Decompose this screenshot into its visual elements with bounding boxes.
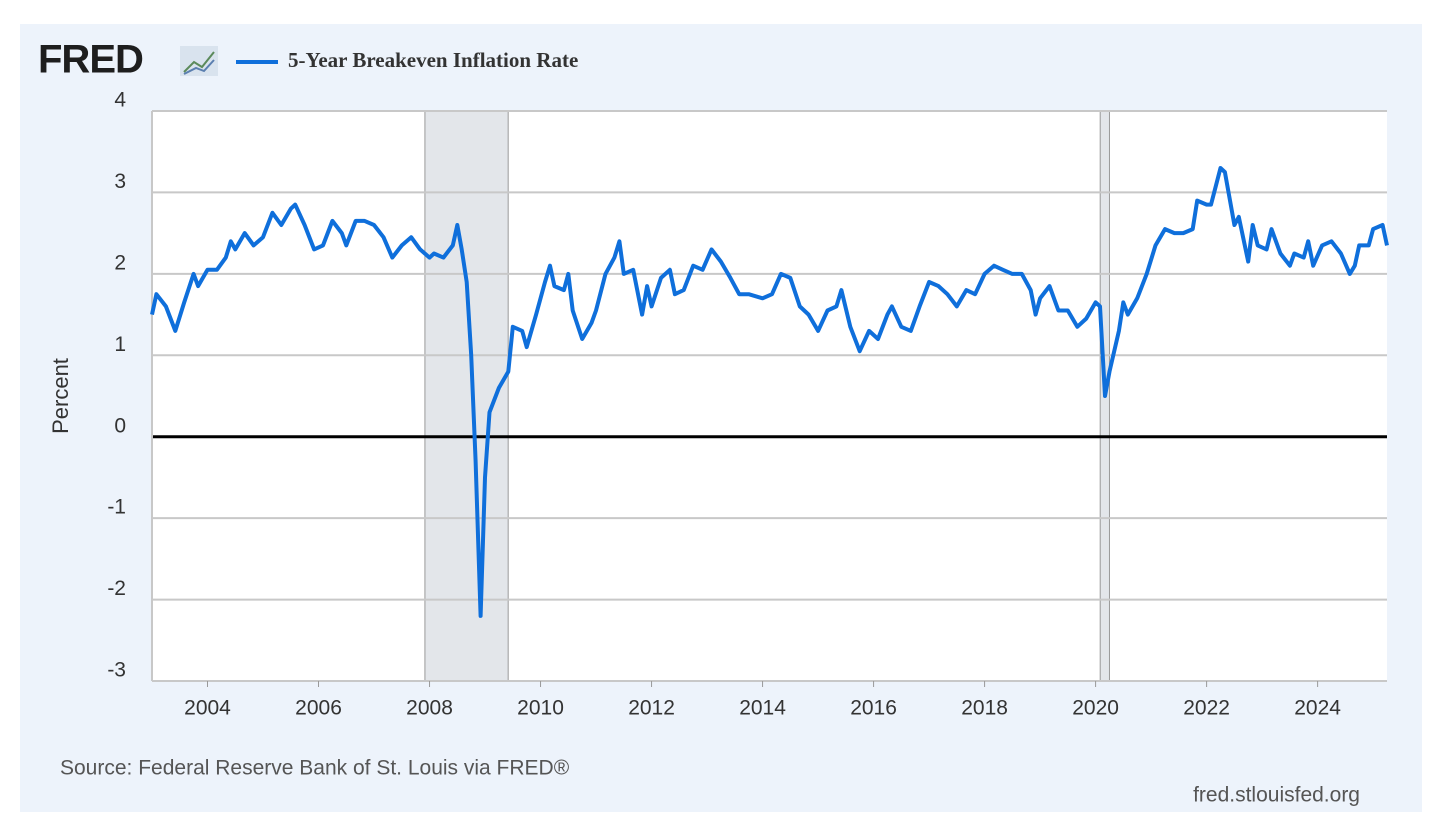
x-tick-label: 2018 bbox=[961, 697, 1008, 720]
y-tick-label: 4 bbox=[114, 89, 126, 112]
legend-label: 5-Year Breakeven Inflation Rate bbox=[288, 48, 578, 72]
logo: FRED bbox=[38, 38, 143, 82]
source: Source: Federal Reserve Bank of St. Loui… bbox=[60, 757, 570, 780]
x-tick-label: 2022 bbox=[1183, 697, 1230, 720]
data-line bbox=[150, 166, 1389, 618]
y-tick-label: 3 bbox=[114, 170, 126, 193]
x-tick-label: 2024 bbox=[1294, 697, 1341, 720]
y-tick-label: 2 bbox=[114, 251, 126, 274]
y-tick-label: -3 bbox=[107, 659, 126, 682]
logo-icon bbox=[180, 46, 218, 76]
x-tick-label: 2014 bbox=[739, 697, 786, 720]
y-tick-label: 1 bbox=[114, 333, 126, 356]
site: fred.stlouisfed.org bbox=[1193, 784, 1360, 807]
y-tick-label: 0 bbox=[114, 414, 126, 437]
plot-area bbox=[152, 111, 1387, 681]
x-tick-label: 2006 bbox=[295, 697, 342, 720]
y-tick-label: -2 bbox=[107, 577, 126, 600]
y-axis-label: Percent bbox=[48, 358, 73, 434]
y-tick-label: -1 bbox=[107, 496, 126, 519]
x-tick-label: 2012 bbox=[628, 697, 675, 720]
x-tick-label: 2020 bbox=[1072, 697, 1119, 720]
x-tick-label: 2008 bbox=[406, 697, 453, 720]
x-tick-label: 2004 bbox=[184, 697, 231, 720]
x-tick-label: 2016 bbox=[850, 697, 897, 720]
x-tick-label: 2010 bbox=[517, 697, 564, 720]
